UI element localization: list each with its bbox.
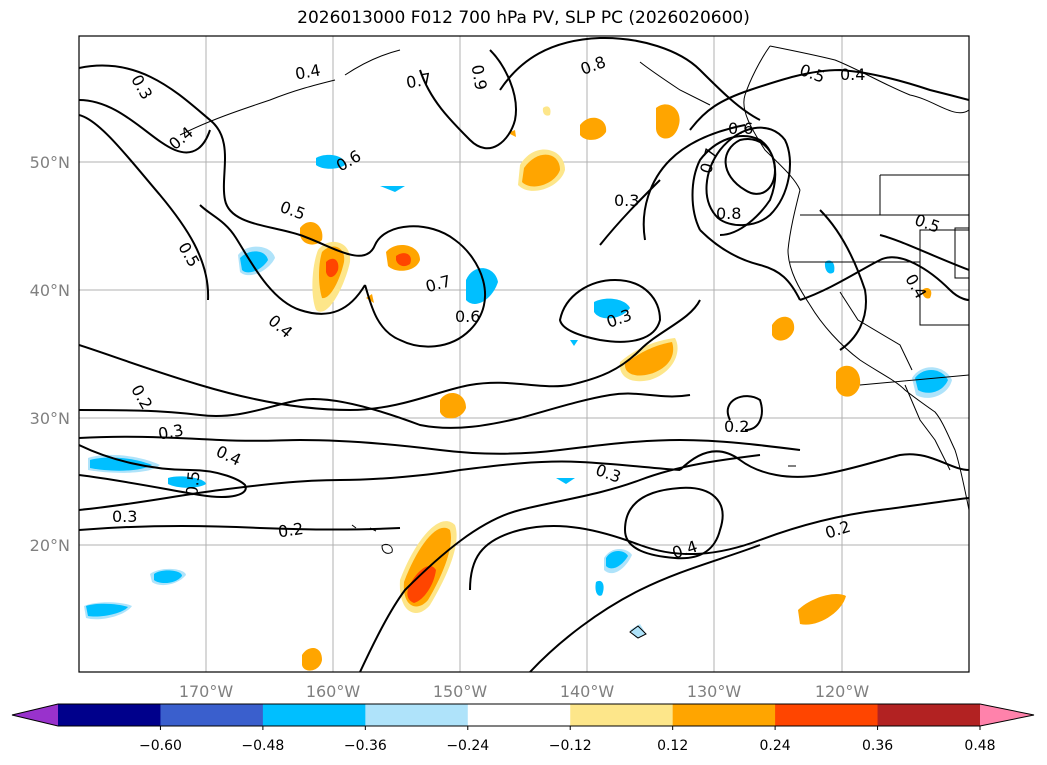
pv-shading (84, 104, 952, 671)
contour-label: 0.6 (728, 119, 753, 138)
lat-labels: 50°N 40°N 30°N 20°N (30, 153, 70, 555)
contour-label: 0.4 (294, 60, 322, 83)
colorbar-tick-label: 0.12 (657, 738, 688, 754)
colorbar-tick-label: −0.60 (139, 738, 182, 754)
contour-label: 0.3 (157, 420, 185, 443)
lon-labels: 170°W 160°W 150°W 140°W 130°W 120°W (179, 682, 870, 701)
colorbar-segment (262, 704, 366, 726)
colorbar-segment (775, 704, 879, 726)
contour-label: 0.4 (840, 65, 865, 84)
plot-area: 0.3 0.4 0.5 0.6 0.7 0.8 0.9 0.2 0.4 0.5 … (79, 36, 969, 672)
colorbar-tick-label: −0.24 (446, 738, 489, 754)
slp-contours (79, 36, 969, 672)
plot-border (78, 35, 970, 673)
lon-label-120w: 120°W (815, 682, 870, 701)
contour-label: 0.8 (716, 204, 741, 223)
colorbar-tick-label: 0.24 (760, 738, 791, 754)
colorbar-tick-label: −0.12 (549, 738, 592, 754)
lat-label-20n: 20°N (30, 536, 70, 555)
lat-label-40n: 40°N (30, 281, 70, 300)
colorbar-segment (365, 704, 469, 726)
lat-label-30n: 30°N (30, 409, 70, 428)
colorbar-tick-label: −0.36 (344, 738, 387, 754)
colorbar-outline (11, 703, 1035, 727)
colorbar-segment (160, 704, 264, 726)
lon-label-140w: 140°W (560, 682, 615, 701)
colorbar-tick-label: −0.48 (241, 738, 284, 754)
coastlines (179, 45, 969, 639)
contour-label: 0.2 (277, 519, 305, 541)
contour-label: 0.3 (614, 191, 639, 210)
colorbar-segment (58, 704, 161, 726)
contour-label: 0.7 (405, 69, 433, 92)
colorbar: −0.60 −0.48 −0.36 −0.24 −0.12 0.12 0.24 0.36 0.4… (11, 703, 1035, 754)
contour-label: 0.9 (468, 63, 491, 91)
pv-positive-anomalies (300, 104, 932, 671)
lat-label-50n: 50°N (30, 153, 70, 172)
contour-label: 0.2 (724, 417, 749, 436)
colorbar-tick-label: 0.48 (964, 738, 995, 754)
lon-label-170w: 170°W (179, 682, 234, 701)
contour-label: 0.3 (112, 507, 137, 526)
lon-label-150w: 150°W (433, 682, 488, 701)
map-title: 2026013000 F012 700 hPa PV, SLP PC (2026… (297, 8, 750, 28)
colorbar-extend-max (980, 704, 1034, 726)
colorbar-segment (877, 704, 981, 726)
contour-label: 0.5 (182, 470, 203, 497)
colorbar-extend-min (12, 704, 58, 726)
lon-label-130w: 130°W (687, 682, 742, 701)
pv-negative-anomalies (84, 154, 952, 638)
lon-label-160w: 160°W (306, 682, 361, 701)
colorbar-segment (672, 704, 776, 726)
colorbar-segment (570, 704, 674, 726)
contour-label: 0.6 (455, 307, 480, 326)
colorbar-segment (467, 704, 571, 726)
colorbar-tick-label: 0.36 (862, 738, 893, 754)
